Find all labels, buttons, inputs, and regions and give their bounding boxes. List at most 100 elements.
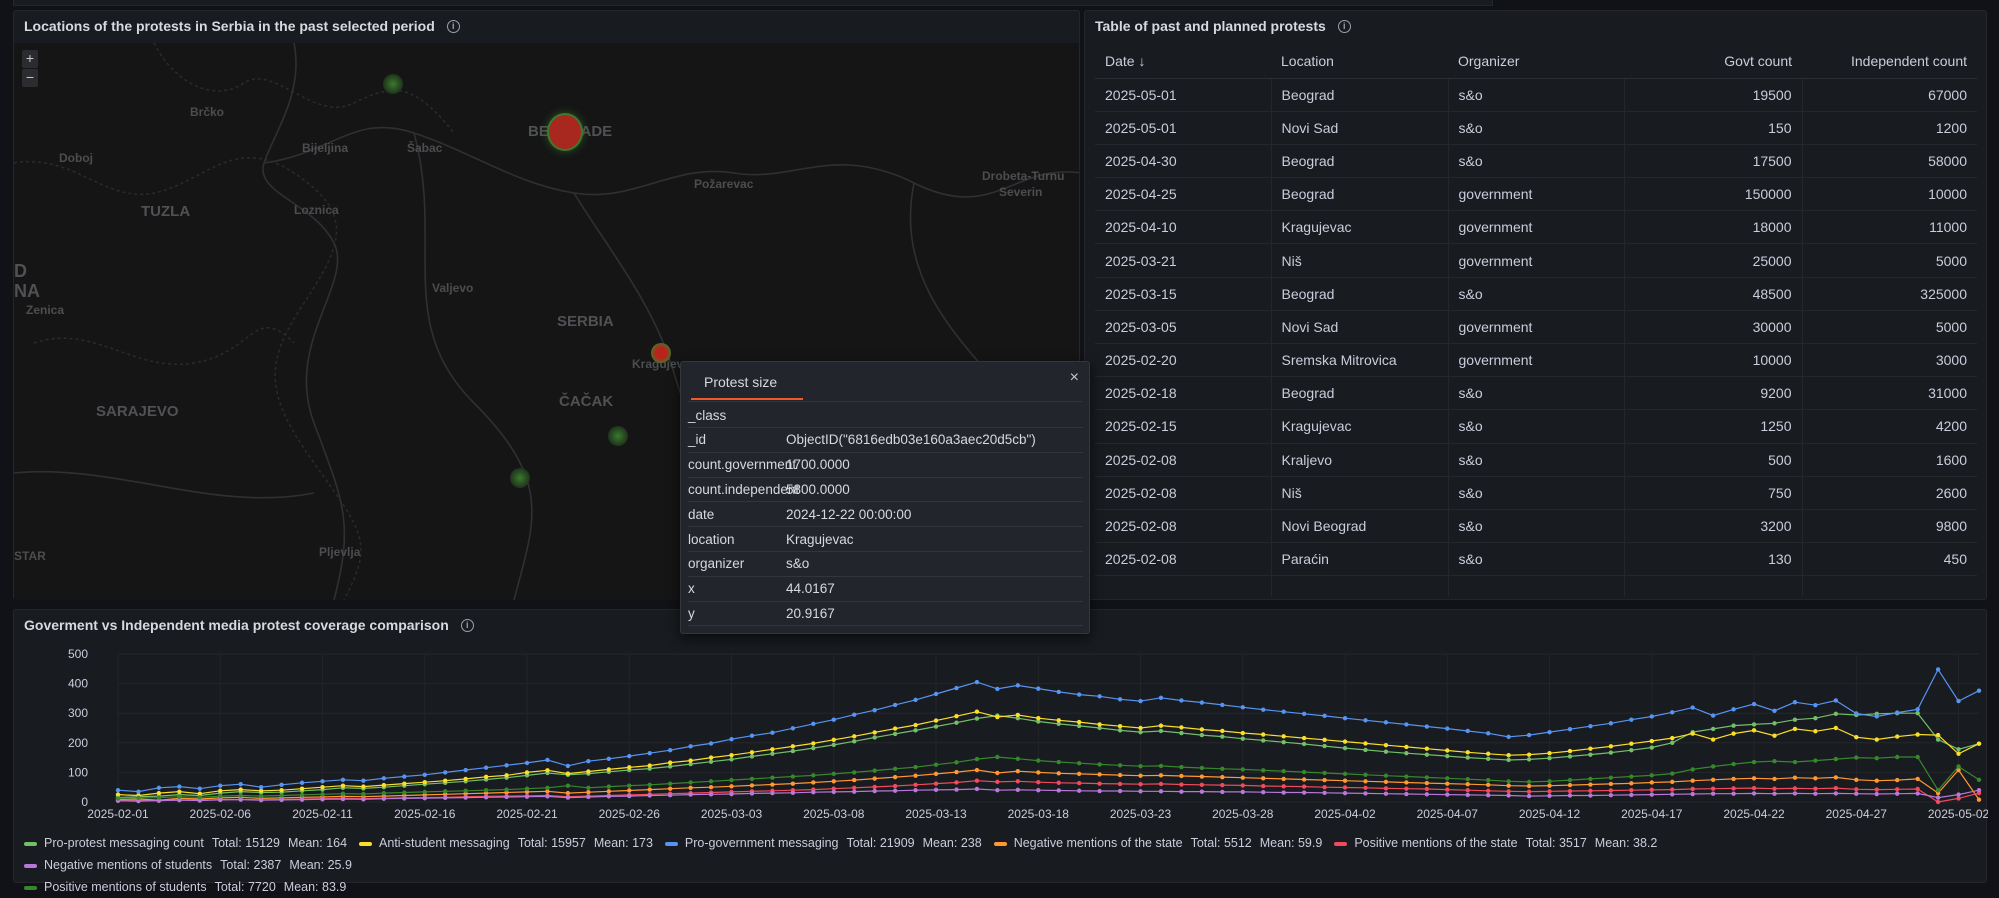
data-point xyxy=(1097,722,1102,727)
data-point xyxy=(1220,734,1225,739)
cell-independent-count: 3000 xyxy=(1802,343,1977,378)
data-point xyxy=(1424,752,1430,757)
table-row[interactable]: 2025-02-18 Beograd s&o 9200 31000 xyxy=(1095,376,1977,411)
data-point xyxy=(729,757,734,762)
data-point xyxy=(995,714,1000,720)
table-row[interactable]: 2025-02-08 Novi Beograd s&o 3200 9800 xyxy=(1095,509,1977,544)
data-point xyxy=(197,798,203,803)
table-row[interactable]: 2025-02-08 Paraćin s&o 130 450 xyxy=(1095,542,1977,577)
data-point xyxy=(1281,709,1286,714)
table-row[interactable]: 2025-04-25 Beograd government 150000 10000 xyxy=(1095,177,1977,212)
column-header-govt-count[interactable]: Govt count xyxy=(1624,45,1802,79)
info-icon[interactable]: i xyxy=(460,618,474,632)
column-header-location[interactable]: Location xyxy=(1271,45,1448,79)
protest-marker[interactable] xyxy=(510,468,530,488)
legend-item[interactable]: Anti-student messaging Total: 15957 Mean: … xyxy=(359,832,653,854)
table-row[interactable]: 2025-04-10 Kragujevac government 18000 11000 xyxy=(1095,210,1977,245)
map-label: Brčko xyxy=(190,105,225,119)
map-canvas[interactable]: Brčko Bijeljina Šabac BELGRADE Doboj TUZ… xyxy=(14,43,1079,600)
data-point xyxy=(320,797,325,802)
data-point xyxy=(1465,782,1470,787)
data-point xyxy=(422,795,427,801)
data-point xyxy=(156,790,162,796)
y-tick-label: 200 xyxy=(68,736,88,750)
table-row[interactable]: 2025-02-20 Sremska Mitrovica government 100… xyxy=(1095,343,1977,378)
table-row[interactable]: 2025-02-15 Kragujevac s&o 1250 4200 xyxy=(1095,409,1977,444)
data-point xyxy=(811,790,816,795)
legend-item[interactable]: Pro-protest messaging count Total: 15129 M… xyxy=(24,832,347,854)
x-tick-label: 2025-04-02 xyxy=(1314,807,1376,821)
cell-govt-count: 30000 xyxy=(1624,310,1803,345)
column-header-organizer[interactable]: Organizer xyxy=(1448,45,1624,79)
info-icon[interactable]: i xyxy=(1337,19,1351,33)
cell-organizer: s&o xyxy=(1448,542,1625,577)
table-row[interactable]: 2025-04-30 Beograd s&o 17500 58000 xyxy=(1095,144,1977,179)
cell-location: Beograd xyxy=(1271,376,1449,411)
data-point xyxy=(627,788,632,793)
line-chart[interactable]: 0 100 200 300 400 500 2025-02-01 2025-02-06 2025… xyxy=(14,610,1988,832)
series-line-2 xyxy=(117,711,1980,797)
legend-item[interactable]: Negative mentions of students Total: 2387… xyxy=(24,854,352,876)
data-point xyxy=(238,793,243,798)
table-row[interactable]: 2025-03-05 Novi Sad government 30000 5000 xyxy=(1095,310,1977,345)
legend-item[interactable]: Negative mentions of the state Total: 551… xyxy=(993,832,1322,854)
data-point xyxy=(1322,713,1327,719)
protest-marker-kragujevac[interactable] xyxy=(651,343,671,363)
data-point xyxy=(954,769,959,775)
data-point xyxy=(1076,788,1082,793)
legend-mean-label: Mean: xyxy=(1594,836,1630,850)
column-header-date[interactable]: Date ↓ xyxy=(1095,45,1271,79)
data-point xyxy=(1731,707,1736,712)
data-point xyxy=(647,750,652,756)
y-tick-label: 300 xyxy=(68,706,88,720)
data-point xyxy=(708,779,714,784)
data-point xyxy=(545,768,550,773)
column-header-independent-count[interactable]: Independent count xyxy=(1802,45,1977,79)
data-point xyxy=(1894,734,1900,739)
table-row[interactable]: 2025-02-08 Niš s&o 750 2600 xyxy=(1095,476,1977,510)
cell-organizer: s&o xyxy=(1448,277,1625,311)
table-row[interactable]: 2025-02-08 Kraljevo s&o 500 1600 xyxy=(1095,443,1977,477)
data-point xyxy=(831,771,836,777)
legend-item[interactable]: Positive mentions of students Total: 7720… xyxy=(24,876,346,898)
popup-value: 20.9167 xyxy=(786,605,835,621)
data-point xyxy=(1383,791,1389,796)
protest-marker[interactable] xyxy=(608,426,628,446)
protest-marker[interactable] xyxy=(383,74,403,94)
data-point xyxy=(1526,783,1532,789)
data-point xyxy=(872,776,877,781)
legend-item[interactable]: Pro-government messaging Total: 21909 Mean… xyxy=(664,832,982,854)
table-row[interactable]: 2025-05-01 Novi Sad s&o 150 1200 xyxy=(1095,111,1977,145)
data-point xyxy=(647,787,652,792)
legend-series-name: Pro-government messaging xyxy=(684,836,839,850)
table-row[interactable]: 2025-05-01 Beograd s&o 19500 67000 xyxy=(1095,78,1977,112)
data-point xyxy=(1056,788,1061,793)
protest-marker-belgrade[interactable] xyxy=(549,115,581,149)
table-row[interactable]: 2025-03-21 Niš government 25000 5000 xyxy=(1095,243,1977,278)
data-point xyxy=(1117,724,1123,729)
data-point xyxy=(729,791,734,797)
cell-independent-count: 4200 xyxy=(1802,409,1977,444)
data-point xyxy=(463,776,468,782)
data-point xyxy=(1342,739,1348,744)
data-point xyxy=(1485,792,1491,798)
legend-item[interactable]: Positive mentions of the state Total: 351… xyxy=(1334,832,1657,854)
data-point xyxy=(463,788,468,793)
data-point xyxy=(443,770,448,775)
zoom-out-button[interactable]: − xyxy=(22,69,38,87)
tab-protest-size[interactable]: Protest size xyxy=(691,374,803,400)
data-point xyxy=(1956,751,1961,756)
data-point xyxy=(1056,780,1061,785)
close-icon[interactable]: × xyxy=(1069,369,1079,386)
zoom-in-button[interactable]: + xyxy=(22,50,38,68)
data-point xyxy=(1956,747,1961,752)
data-point xyxy=(1117,697,1123,702)
data-point xyxy=(974,786,980,792)
table-row[interactable]: 2025-03-15 Beograd s&o 48500 325000 xyxy=(1095,277,1977,311)
legend-swatch xyxy=(359,841,373,846)
data-point xyxy=(483,795,489,800)
data-point xyxy=(1322,790,1327,796)
cell-organizer: government xyxy=(1448,343,1625,378)
data-point xyxy=(708,755,714,760)
info-icon[interactable]: i xyxy=(446,19,460,33)
